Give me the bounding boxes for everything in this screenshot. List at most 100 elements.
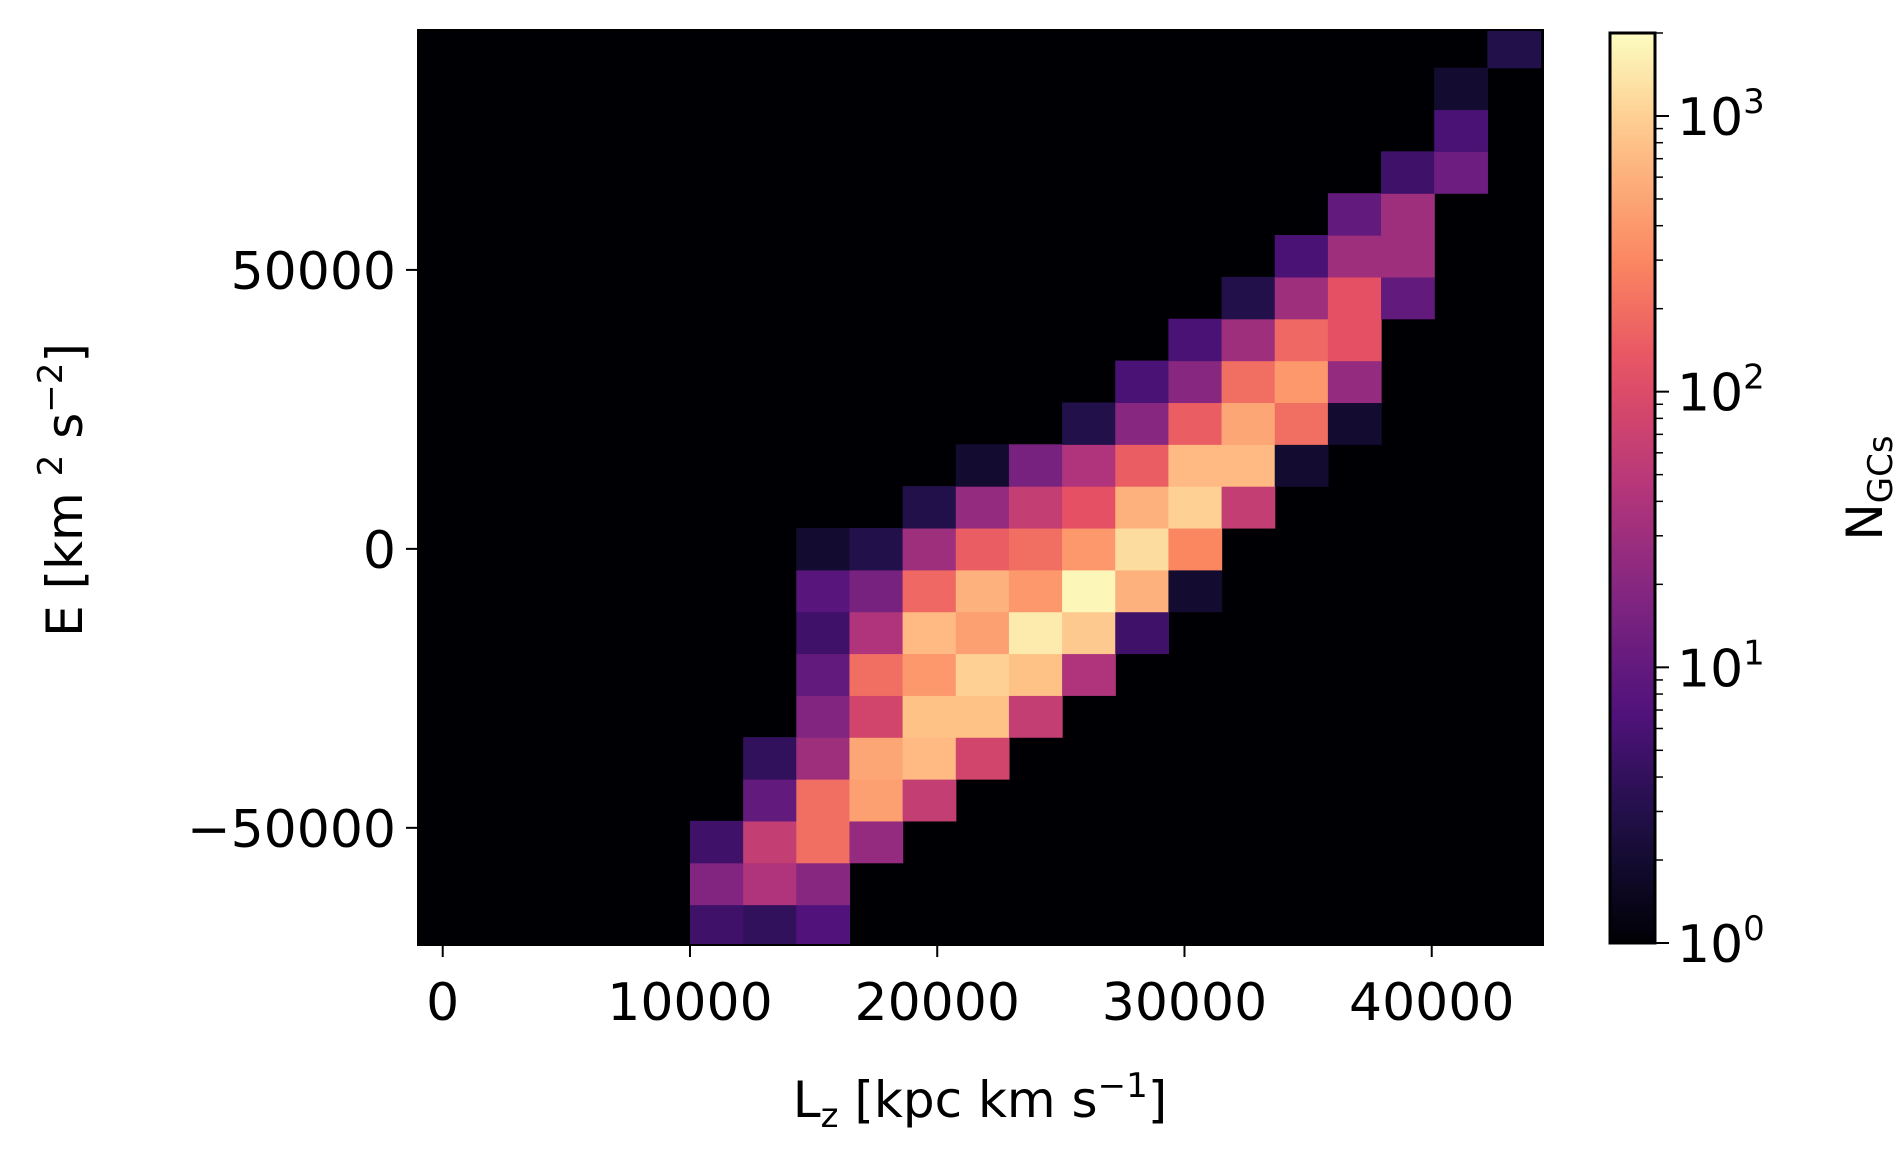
heatmap-cell: [902, 486, 957, 529]
y-axis-label: E [km 2 s−2]: [31, 343, 94, 637]
heatmap-cell: [1487, 30, 1542, 69]
colorbar-tick-exponent: 3: [1743, 82, 1765, 122]
heatmap-cell: [796, 737, 851, 780]
heatmap-cell: [1115, 611, 1170, 655]
heatmap-cell: [796, 569, 851, 613]
heatmap-cell: [1008, 611, 1063, 655]
heatmap-cell: [1008, 527, 1063, 571]
x-tick-label: 10000: [607, 973, 772, 1033]
x-axis-label-end: ]: [1148, 1071, 1168, 1129]
heatmap-cell: [955, 569, 1010, 613]
heatmap-cell: [1381, 193, 1435, 236]
heatmap-cell: [1221, 360, 1276, 404]
heatmap-cell: [1168, 360, 1223, 404]
heatmap-cells: [689, 30, 1542, 946]
heatmap-cell: [1062, 653, 1116, 696]
heatmap-cell: [1434, 109, 1488, 152]
y-tick-label: 0: [363, 521, 396, 581]
heatmap-cell: [743, 862, 797, 906]
heatmap-cell: [1274, 235, 1329, 278]
heatmap-cell: [796, 653, 851, 696]
heatmap-cell: [1221, 402, 1276, 445]
heatmap-cell: [955, 486, 1010, 529]
heatmap-cell: [1274, 360, 1329, 404]
heatmap-cell: [1115, 569, 1170, 613]
heatmap-cell: [1115, 527, 1170, 571]
x-tick-label: 30000: [1102, 973, 1267, 1033]
heatmap-cell: [1008, 695, 1063, 738]
heatmap-cell: [689, 820, 744, 864]
heatmap-cell: [1062, 569, 1116, 613]
heatmap-cell: [1274, 444, 1329, 487]
heatmap-cell: [849, 527, 904, 571]
heatmap-cell: [1327, 360, 1382, 404]
heatmap-cell: [1008, 569, 1063, 613]
heatmap-cell: [1327, 235, 1382, 278]
colorbar-label: NGCs: [1836, 435, 1901, 540]
colorbar-fill: [1610, 33, 1655, 943]
heatmap-cell: [1168, 444, 1223, 487]
y-axis-label-sup1: 2: [31, 455, 71, 477]
y-axis-label-sup2: −2: [31, 363, 71, 413]
x-axis-ticks: 0 10000 20000 30000 40000: [426, 945, 1514, 1033]
heatmap-cell: [849, 653, 904, 696]
heatmap-cell: [1008, 486, 1063, 529]
heatmap-cell: [1381, 235, 1435, 278]
heatmap-cell: [796, 862, 851, 906]
y-axis-label-mid: s: [36, 413, 94, 455]
y-axis-label-text: E [km: [36, 476, 94, 637]
heatmap-cell: [902, 653, 957, 696]
heatmap-cell: [902, 695, 957, 738]
colorbar-tick-base: 10: [1677, 364, 1743, 424]
heatmap-cell: [1168, 527, 1223, 571]
x-tick-label: 40000: [1349, 973, 1514, 1033]
colorbar-label-sub: GCs: [1861, 435, 1901, 503]
heatmap-cell: [743, 737, 797, 780]
heatmap-cell: [1327, 193, 1382, 236]
heatmap-cell: [1221, 486, 1276, 529]
heatmap-cell: [796, 820, 851, 864]
colorbar-tick-label: 101: [1677, 633, 1765, 699]
heatmap-cell: [1274, 402, 1329, 445]
heatmap-cell: [1168, 318, 1223, 362]
heatmap-cell: [849, 695, 904, 738]
colorbar-tick-exponent: 1: [1743, 633, 1765, 673]
colorbar-tick-label: 103: [1677, 82, 1765, 148]
heatmap-cell: [1008, 444, 1063, 487]
heatmap-cell: [955, 527, 1010, 571]
x-tick-label: 0: [426, 973, 459, 1033]
heatmap-cell: [1274, 318, 1329, 362]
heatmap-cell: [902, 527, 957, 571]
heatmap-cell: [1062, 486, 1116, 529]
heatmap-cell: [849, 820, 904, 864]
colorbar-tick-base: 10: [1677, 639, 1743, 699]
x-axis-label-sub: z: [821, 1096, 839, 1136]
heatmap-cell: [1327, 402, 1382, 445]
y-tick-label: 50000: [231, 242, 396, 302]
heatmap-cell: [849, 611, 904, 655]
heatmap-cell: [1221, 444, 1276, 487]
heatmap-cell: [1434, 67, 1488, 111]
plot-frame: [417, 29, 1544, 946]
heatmap-cell: [1115, 444, 1170, 487]
heatmap-cell: [955, 444, 1010, 487]
heatmap-cell: [1434, 151, 1488, 194]
heatmap-cell: [849, 737, 904, 780]
colorbar-tick-label: 102: [1677, 358, 1765, 424]
colorbar-frame: [1608, 31, 1657, 945]
heatmap-cell: [796, 527, 851, 571]
heatmap-cell: [1221, 318, 1276, 362]
heatmap-plot: [417, 29, 1544, 946]
colorbar-tick-base: 10: [1677, 915, 1743, 975]
heatmap-cell: [1062, 402, 1116, 445]
y-axis-label-end: ]: [36, 343, 94, 363]
heatmap-cell: [1062, 527, 1116, 571]
colorbar-label-base: N: [1836, 503, 1894, 540]
heatmap-cell: [743, 904, 797, 946]
heatmap-cell: [1168, 569, 1223, 613]
x-tick-label: 20000: [855, 973, 1020, 1033]
heatmap-cell: [1115, 402, 1170, 445]
